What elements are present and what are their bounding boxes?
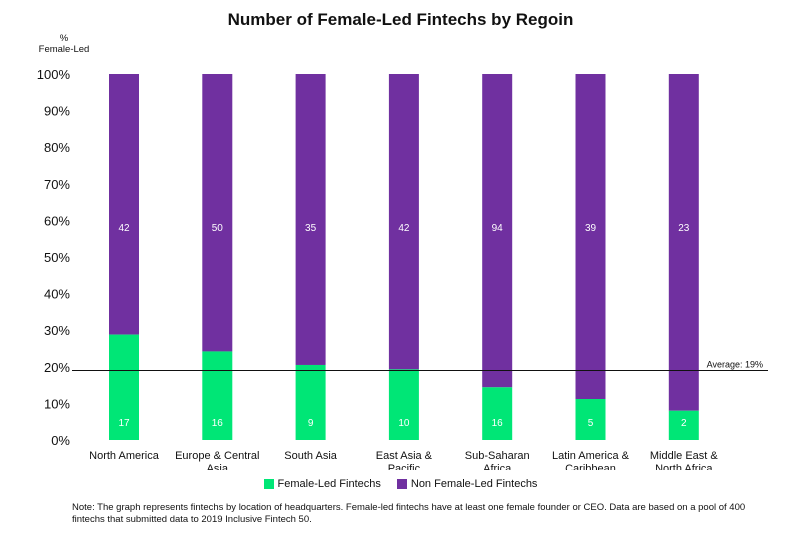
bar-female-led	[202, 351, 233, 440]
x-tick-label: Africa	[483, 463, 512, 470]
legend-item-non-female-led: Non Female-Led Fintechs	[396, 478, 538, 490]
bar-female-led	[482, 387, 513, 440]
y-tick-label: 40%	[44, 287, 70, 302]
data-label-female-led: 16	[492, 418, 504, 429]
y-tick-label: 100%	[37, 67, 71, 82]
x-tick-label: Pacific	[388, 463, 421, 470]
bar-non-female-led	[202, 74, 233, 352]
data-label-non-female-led: 94	[492, 223, 504, 234]
data-label-female-led: 5	[588, 418, 594, 429]
y-tick-label: 30%	[44, 323, 70, 338]
data-label-female-led: 2	[681, 418, 687, 429]
x-tick-label: South Asia	[284, 450, 337, 462]
bar-female-led	[668, 410, 699, 440]
average-label: Average: 19%	[707, 359, 763, 369]
x-tick-label: Asia	[207, 463, 229, 470]
legend-label-non-female-led: Non Female-Led Fintechs	[410, 478, 538, 490]
legend-swatch-female-led	[263, 479, 274, 489]
bar-female-led	[109, 334, 139, 440]
y-axis-label: % Female-Led	[38, 33, 90, 55]
y-tick-label: 50%	[44, 250, 70, 265]
bar-non-female-led	[575, 74, 606, 400]
x-tick-label: Sub-Saharan	[465, 450, 530, 462]
bar-non-female-led	[668, 74, 699, 411]
x-tick-label: East Asia &	[376, 450, 433, 462]
bar-female-led	[575, 399, 606, 440]
y-tick-label: 90%	[44, 104, 70, 119]
x-tick-label: North America	[89, 450, 160, 462]
data-label-non-female-led: 42	[118, 223, 130, 234]
data-label-non-female-led: 50	[212, 223, 224, 234]
data-label-female-led: 9	[308, 418, 314, 429]
x-tick-label: North Africa	[655, 463, 713, 470]
y-tick-label: 10%	[44, 396, 70, 411]
x-tick-label: Latin America &	[552, 450, 630, 462]
bar-non-female-led	[295, 74, 326, 365]
chart-title: Number of Female-Led Fintechs by Regoin	[227, 10, 574, 29]
data-label-non-female-led: 35	[305, 223, 317, 234]
footnote: Note: The graph represents fintechs by l…	[72, 502, 746, 525]
x-tick-label: Europe & Central	[175, 450, 259, 462]
legend-label-female-led: Female-Led Fintechs	[277, 478, 381, 490]
data-label-non-female-led: 23	[678, 223, 690, 234]
bar-non-female-led	[482, 74, 513, 388]
legend-swatch-non-female-led	[396, 479, 407, 489]
data-label-non-female-led: 42	[398, 223, 410, 234]
data-label-female-led: 16	[212, 418, 224, 429]
bar-non-female-led	[109, 74, 139, 335]
data-label-female-led: 17	[118, 418, 130, 429]
x-tick-label: Middle East &	[650, 450, 719, 462]
legend-item-female-led: Female-Led Fintechs	[263, 478, 381, 490]
y-tick-label: 60%	[44, 213, 70, 228]
data-label-non-female-led: 39	[585, 223, 597, 234]
y-axis-label-line-1: %	[59, 33, 69, 44]
y-tick-label: 80%	[44, 140, 70, 155]
legend: Female-Led Fintechs Non Female-Led Finte…	[0, 478, 801, 490]
y-tick-label: 20%	[44, 360, 70, 375]
x-tick-label: Caribbean	[565, 463, 616, 470]
y-axis-label-line-2: Female-Led	[38, 44, 90, 55]
bar-chart: 0% 10% 20% 30% 40% 50% 60% 70% 80% 90% 100% 42 17 Nor…	[37, 67, 768, 470]
y-tick-label: 0%	[51, 433, 70, 448]
bar-female-led	[295, 364, 326, 440]
data-label-female-led: 10	[398, 418, 410, 429]
y-tick-label: 70%	[44, 177, 70, 192]
bar-non-female-led	[388, 74, 419, 370]
bar-female-led	[388, 369, 419, 440]
